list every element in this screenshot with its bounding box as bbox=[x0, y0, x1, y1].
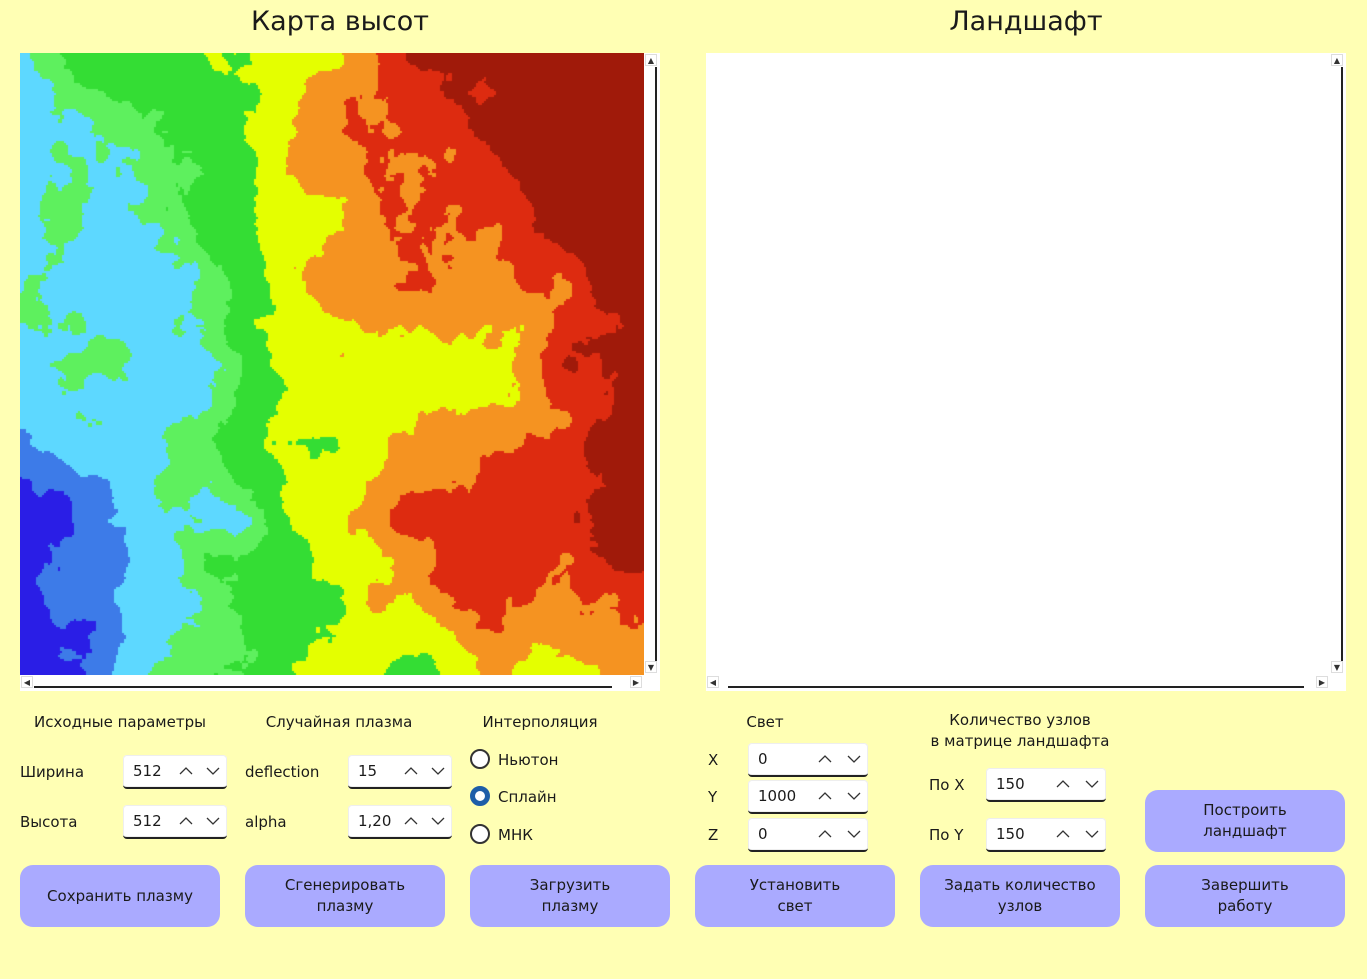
chevron-up-icon[interactable] bbox=[815, 785, 835, 807]
chevron-up-icon[interactable] bbox=[815, 823, 835, 845]
set-nodes-button[interactable]: Задать количество узлов bbox=[920, 865, 1120, 927]
landscape-title: Ландшафт bbox=[949, 6, 1103, 37]
load-plasma-button[interactable]: Загрузить плазму bbox=[470, 865, 670, 927]
scroll-right-icon[interactable]: ▶ bbox=[1316, 676, 1328, 688]
nodes-y-value: 150 bbox=[996, 825, 1025, 843]
scroll-up-icon[interactable]: ▲ bbox=[645, 54, 657, 66]
light-z-value: 0 bbox=[758, 825, 768, 843]
chevron-up-icon[interactable] bbox=[176, 810, 196, 832]
chevron-down-icon[interactable] bbox=[844, 748, 864, 770]
light-x-label: X bbox=[708, 751, 719, 769]
light-header: Свет bbox=[746, 713, 784, 731]
scroll-left-icon[interactable]: ◀ bbox=[21, 676, 33, 688]
heightmap-panel[interactable]: ▲ ▼ ◀ ▶ bbox=[20, 53, 660, 691]
vscroll-thumb bbox=[655, 67, 657, 661]
heightmap-title: Карта высот bbox=[250, 6, 430, 37]
width-label: Ширина bbox=[20, 763, 85, 781]
chevron-up-icon[interactable] bbox=[1053, 773, 1073, 795]
landscape-hscroll[interactable]: ◀ ▶ bbox=[706, 675, 1330, 689]
radio-newton-label[interactable]: Ньютон bbox=[498, 751, 559, 769]
chevron-up-icon[interactable] bbox=[401, 760, 421, 782]
light-x-value: 0 bbox=[758, 750, 768, 768]
source-params-header: Исходные параметры bbox=[34, 713, 206, 731]
random-plasma-header: Случайная плазма bbox=[265, 713, 413, 731]
nodes-y-spinner[interactable]: 150 bbox=[986, 818, 1106, 852]
chevron-down-icon[interactable] bbox=[203, 760, 223, 782]
heightmap-image bbox=[20, 53, 644, 675]
height-value: 512 bbox=[133, 812, 162, 830]
save-plasma-button[interactable]: Сохранить плазму bbox=[20, 865, 220, 927]
vscroll-thumb bbox=[1341, 67, 1343, 661]
light-z-spinner[interactable]: 0 bbox=[748, 818, 868, 852]
chevron-down-icon[interactable] bbox=[844, 785, 864, 807]
nodes-header: Количество узлов в матрице ландшафта bbox=[930, 711, 1110, 750]
light-z-label: Z bbox=[708, 826, 719, 844]
chevron-up-icon[interactable] bbox=[401, 810, 421, 832]
alpha-value: 1,20 bbox=[358, 812, 392, 830]
radio-newton[interactable] bbox=[470, 749, 490, 769]
radio-spline[interactable] bbox=[470, 786, 490, 806]
heightmap-hscroll[interactable]: ◀ ▶ bbox=[20, 675, 644, 689]
scroll-down-icon[interactable]: ▼ bbox=[1331, 661, 1343, 673]
nodes-x-spinner[interactable]: 150 bbox=[986, 768, 1106, 802]
radio-lsm[interactable] bbox=[470, 824, 490, 844]
chevron-down-icon[interactable] bbox=[1082, 823, 1102, 845]
scroll-left-icon[interactable]: ◀ bbox=[707, 676, 719, 688]
radio-lsm-label[interactable]: МНК bbox=[498, 826, 533, 844]
landscape-vscroll[interactable]: ▲ ▼ bbox=[1330, 53, 1344, 675]
set-light-button[interactable]: Установить свет bbox=[695, 865, 895, 927]
generate-plasma-button[interactable]: Сгенерировать плазму bbox=[245, 865, 445, 927]
deflection-label: deflection bbox=[245, 763, 320, 781]
chevron-up-icon[interactable] bbox=[815, 748, 835, 770]
light-y-spinner[interactable]: 1000 bbox=[748, 780, 868, 814]
heightmap-vscroll[interactable]: ▲ ▼ bbox=[644, 53, 658, 675]
exit-button[interactable]: Завершить работу bbox=[1145, 865, 1345, 927]
scroll-down-icon[interactable]: ▼ bbox=[645, 661, 657, 673]
nodes-x-label: По X bbox=[929, 776, 965, 794]
height-spinner[interactable]: 512 bbox=[123, 805, 227, 839]
alpha-label: alpha bbox=[245, 813, 287, 831]
width-spinner[interactable]: 512 bbox=[123, 755, 227, 789]
chevron-up-icon[interactable] bbox=[176, 760, 196, 782]
chevron-down-icon[interactable] bbox=[844, 823, 864, 845]
height-label: Высота bbox=[20, 813, 78, 831]
chevron-down-icon[interactable] bbox=[1082, 773, 1102, 795]
hscroll-thumb bbox=[728, 686, 1304, 688]
chevron-down-icon[interactable] bbox=[428, 760, 448, 782]
nodes-y-label: По Y bbox=[929, 826, 964, 844]
interpolation-header: Интерполяция bbox=[482, 713, 598, 731]
build-landscape-button[interactable]: Построить ландшафт bbox=[1145, 790, 1345, 852]
deflection-value: 15 bbox=[358, 762, 378, 780]
nodes-x-value: 150 bbox=[996, 775, 1025, 793]
scroll-up-icon[interactable]: ▲ bbox=[1331, 54, 1343, 66]
deflection-spinner[interactable]: 15 bbox=[348, 755, 452, 789]
chevron-up-icon[interactable] bbox=[1053, 823, 1073, 845]
alpha-spinner[interactable]: 1,20 bbox=[348, 805, 452, 839]
chevron-down-icon[interactable] bbox=[203, 810, 223, 832]
light-y-value: 1000 bbox=[758, 787, 797, 805]
light-y-label: Y bbox=[708, 788, 718, 806]
landscape-panel[interactable]: ▲ ▼ ◀ ▶ bbox=[706, 53, 1346, 691]
light-x-spinner[interactable]: 0 bbox=[748, 743, 868, 777]
radio-spline-label[interactable]: Сплайн bbox=[498, 788, 557, 806]
width-value: 512 bbox=[133, 762, 162, 780]
scroll-right-icon[interactable]: ▶ bbox=[630, 676, 642, 688]
chevron-down-icon[interactable] bbox=[428, 810, 448, 832]
hscroll-thumb bbox=[34, 686, 612, 688]
